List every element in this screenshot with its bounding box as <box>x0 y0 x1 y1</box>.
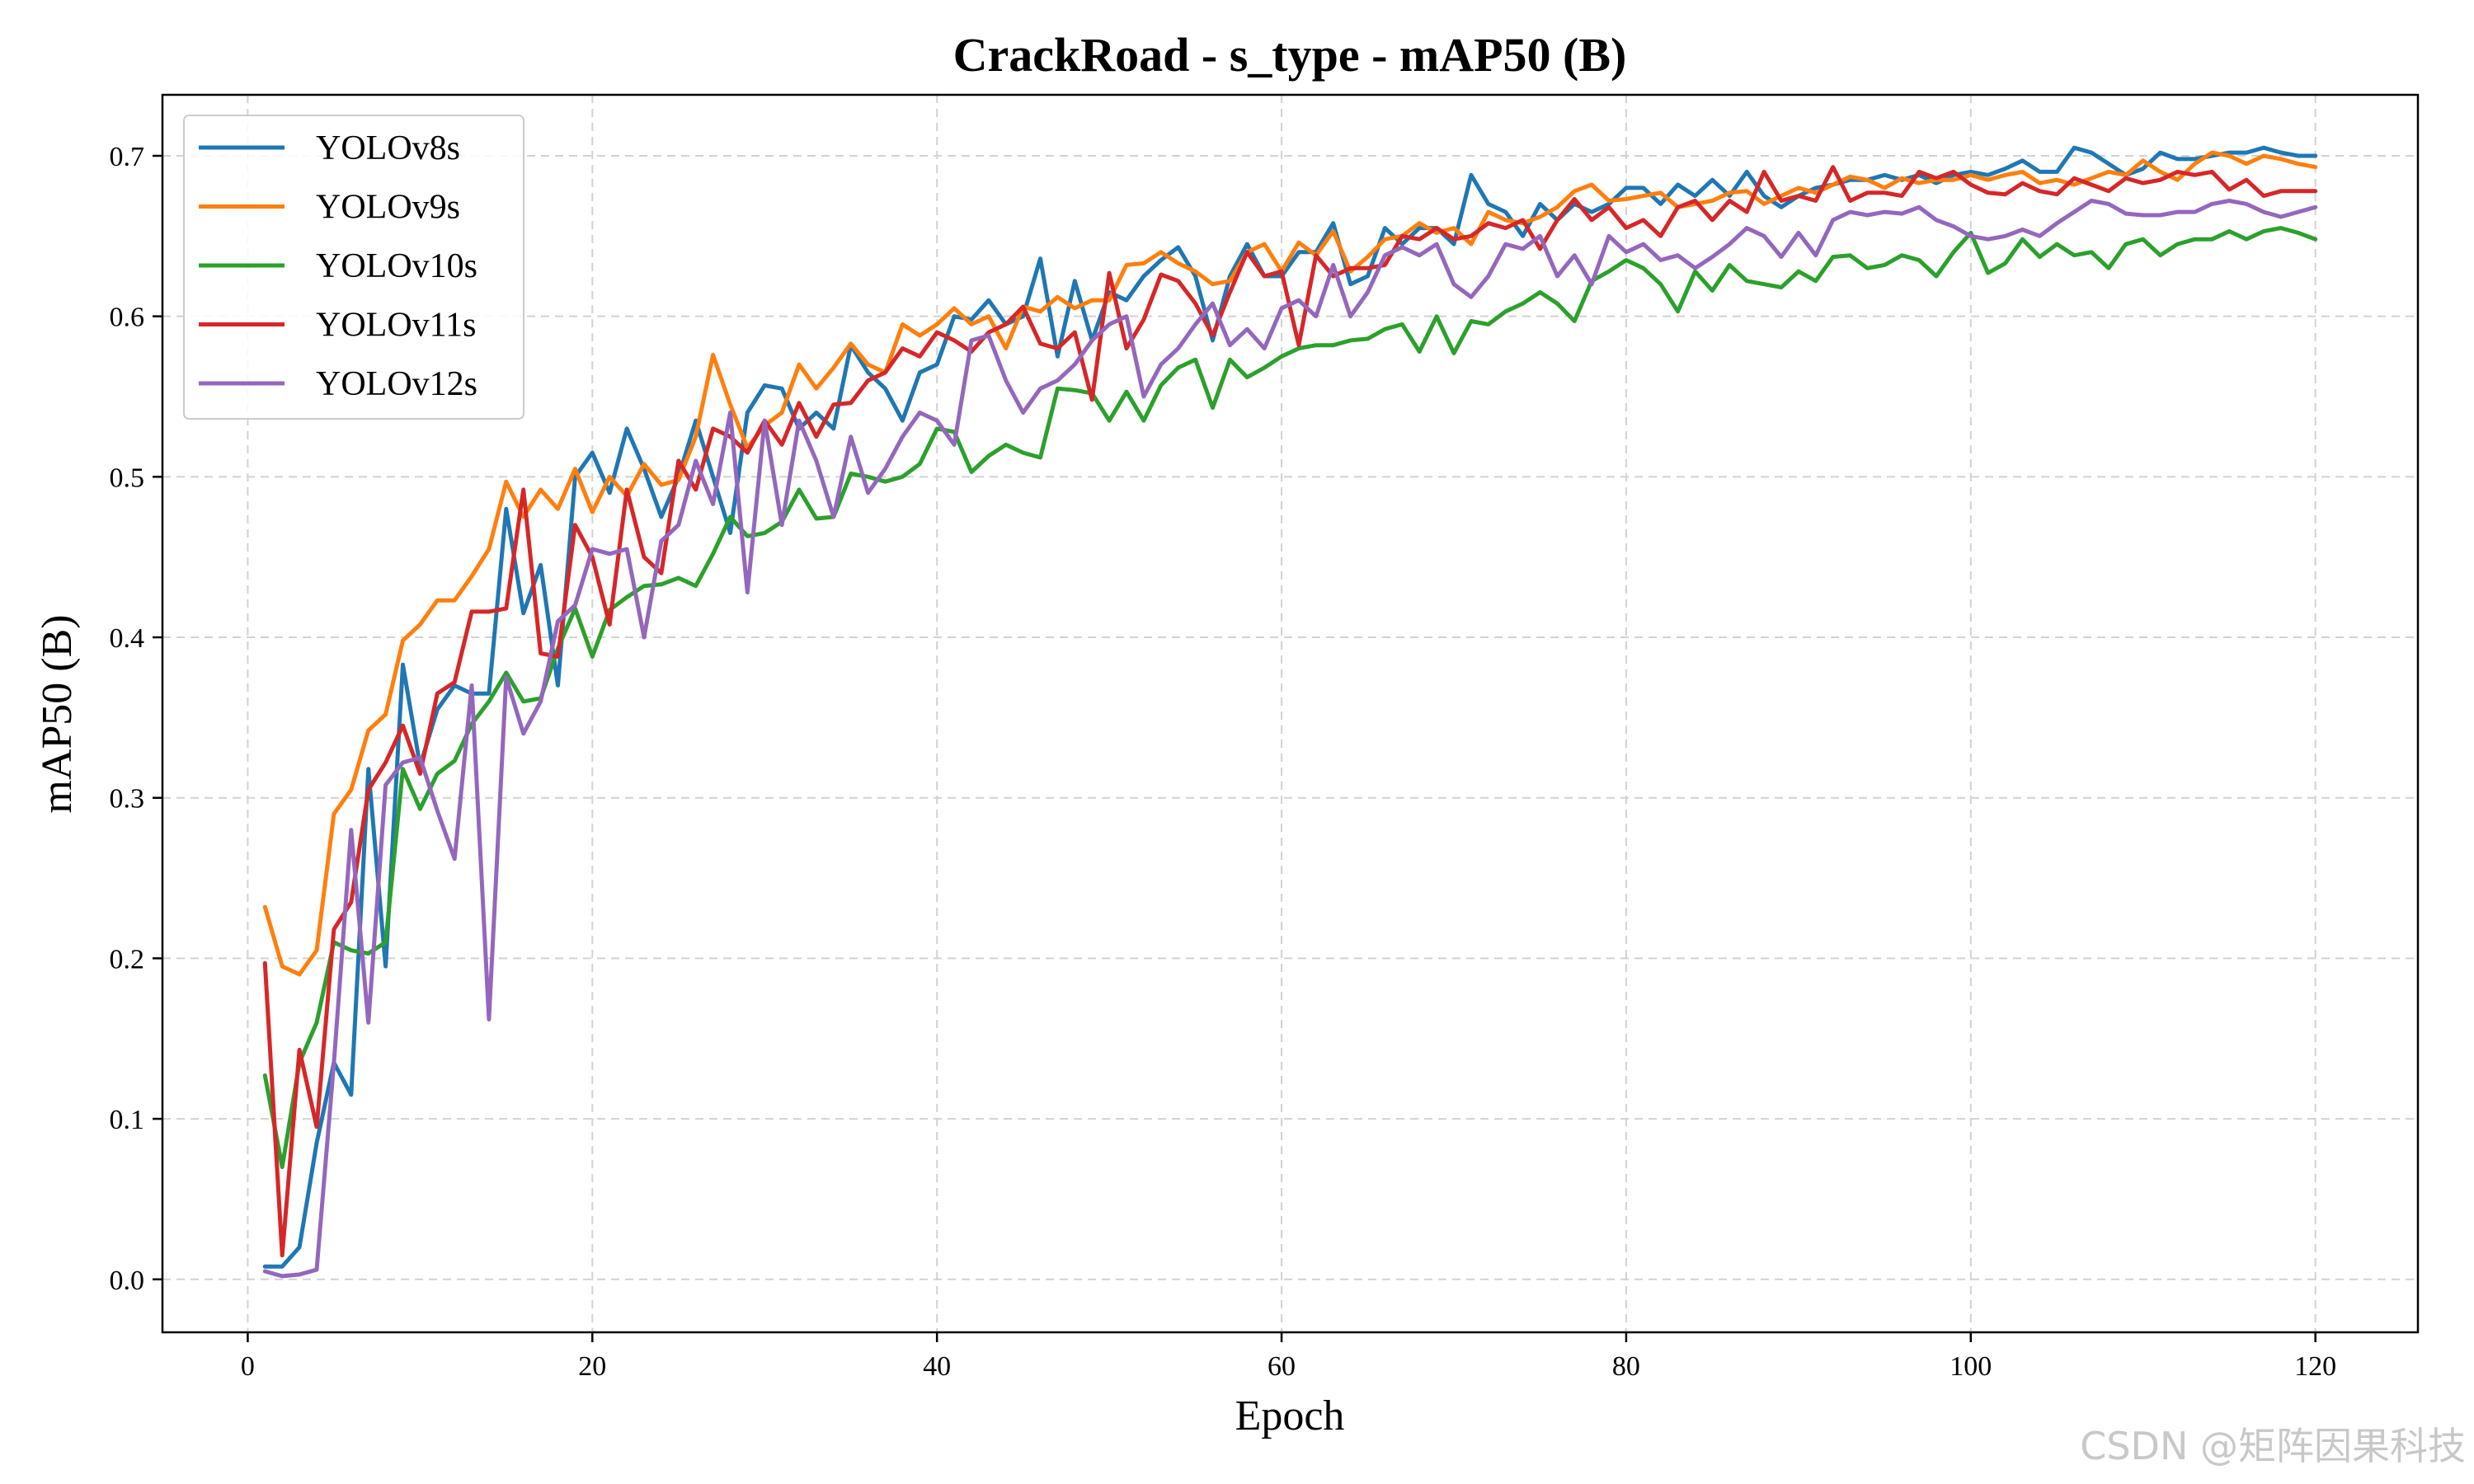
x-tick-label: 0 <box>241 1351 255 1382</box>
y-tick-label: 0.0 <box>110 1266 145 1296</box>
x-tick-label: 120 <box>2294 1351 2336 1382</box>
series-line-yolov9s <box>262 150 2318 977</box>
legend-label: YOLOv8s <box>316 129 460 167</box>
chart-title: CrackRoad - s_type - mAP50 (B) <box>953 28 1627 82</box>
y-axis-ticks: 0.0 0.1 0.2 0.3 0.4 0.5 0.6 0.7 <box>110 142 162 1296</box>
x-axis-ticks: 0 20 40 60 80 100 120 <box>241 1332 2336 1382</box>
series-line-yolov11s <box>262 165 2318 1258</box>
legend: YOLOv8s YOLOv9s YOLOv10s YOLOv11s YOLOv12s <box>183 115 524 420</box>
y-axis-label: mAP50 (B) <box>34 614 81 813</box>
y-tick-label: 0.5 <box>110 463 145 493</box>
legend-label: YOLOv9s <box>316 189 460 227</box>
x-tick-label: 100 <box>1950 1351 1992 1382</box>
plot-frame <box>161 93 2420 1334</box>
x-axis-label: Epoch <box>1235 1392 1345 1439</box>
x-tick-label: 20 <box>578 1351 606 1382</box>
x-tick-label: 60 <box>1268 1351 1296 1382</box>
watermark-text: CSDN @矩阵因果科技 <box>2080 1424 2466 1468</box>
legend-label: YOLOv12s <box>316 365 477 403</box>
legend-box <box>183 115 524 420</box>
series-lines <box>262 145 2318 1279</box>
y-tick-label: 0.2 <box>110 944 145 974</box>
y-tick-label: 0.1 <box>110 1105 145 1135</box>
x-tick-label: 80 <box>1612 1351 1640 1382</box>
series-line-yolov12s <box>262 199 2318 1279</box>
y-tick-label: 0.3 <box>110 784 145 815</box>
y-tick-label: 0.6 <box>110 303 145 333</box>
series-line-yolov10s <box>262 226 2318 1169</box>
y-tick-label: 0.7 <box>110 142 145 172</box>
legend-label: YOLOv11s <box>316 307 476 345</box>
x-tick-label: 40 <box>923 1351 951 1382</box>
y-tick-label: 0.4 <box>110 623 145 654</box>
legend-label: YOLOv10s <box>316 247 477 285</box>
